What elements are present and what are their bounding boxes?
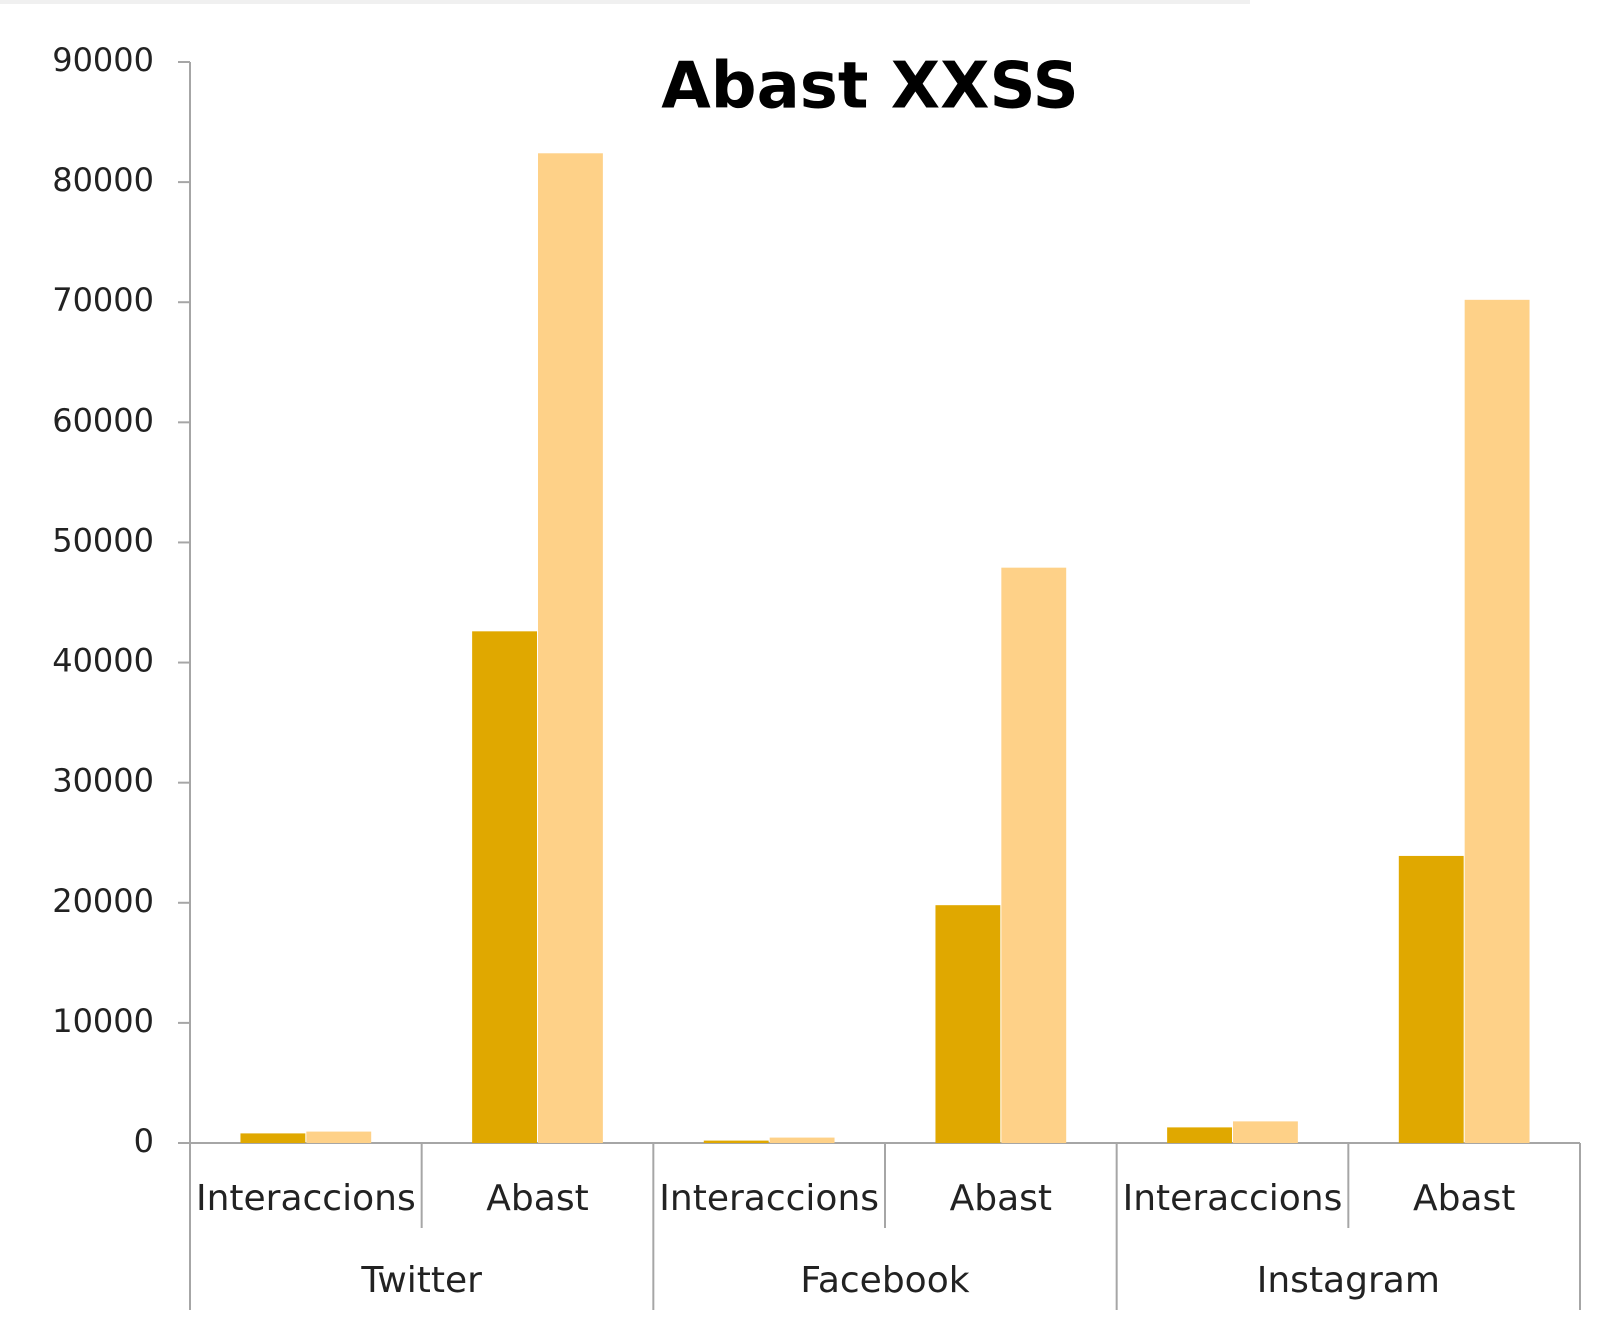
x-tick-label: Interaccions bbox=[659, 1178, 879, 1219]
y-tick-label: 50000 bbox=[52, 521, 154, 559]
bar bbox=[306, 1131, 372, 1143]
x-tick-label: Abast bbox=[486, 1178, 588, 1219]
group-label: Twitter bbox=[360, 1260, 482, 1301]
group-label: Facebook bbox=[800, 1260, 969, 1301]
bar bbox=[240, 1133, 306, 1143]
chart-title: Abast XXSS bbox=[661, 50, 1079, 124]
group-label: Instagram bbox=[1257, 1260, 1440, 1301]
bar bbox=[1398, 855, 1464, 1143]
bar bbox=[1001, 567, 1067, 1143]
x-tick-label: Interaccions bbox=[1123, 1178, 1343, 1219]
x-tick-label: Interaccions bbox=[196, 1178, 416, 1219]
bar bbox=[703, 1140, 769, 1143]
y-tick-label: 30000 bbox=[52, 762, 154, 800]
y-tick-label: 20000 bbox=[52, 882, 154, 920]
x-tick-label: Abast bbox=[950, 1178, 1052, 1219]
bar bbox=[769, 1137, 835, 1143]
bar bbox=[472, 631, 537, 1143]
bar bbox=[935, 905, 1001, 1143]
y-tick-label: 70000 bbox=[52, 281, 154, 319]
y-tick-label: 40000 bbox=[52, 642, 154, 680]
bar bbox=[538, 153, 603, 1144]
bar bbox=[1167, 1127, 1232, 1143]
y-tick-label: 90000 bbox=[52, 41, 154, 79]
bar bbox=[1464, 299, 1530, 1143]
y-tick-label: 60000 bbox=[52, 401, 154, 439]
x-tick-label: Abast bbox=[1413, 1178, 1515, 1219]
y-tick-label: 10000 bbox=[52, 1002, 154, 1040]
y-tick-label: 80000 bbox=[52, 161, 154, 199]
top-band bbox=[0, 0, 1250, 4]
bar bbox=[1233, 1121, 1298, 1143]
y-tick-label: 0 bbox=[134, 1122, 154, 1160]
